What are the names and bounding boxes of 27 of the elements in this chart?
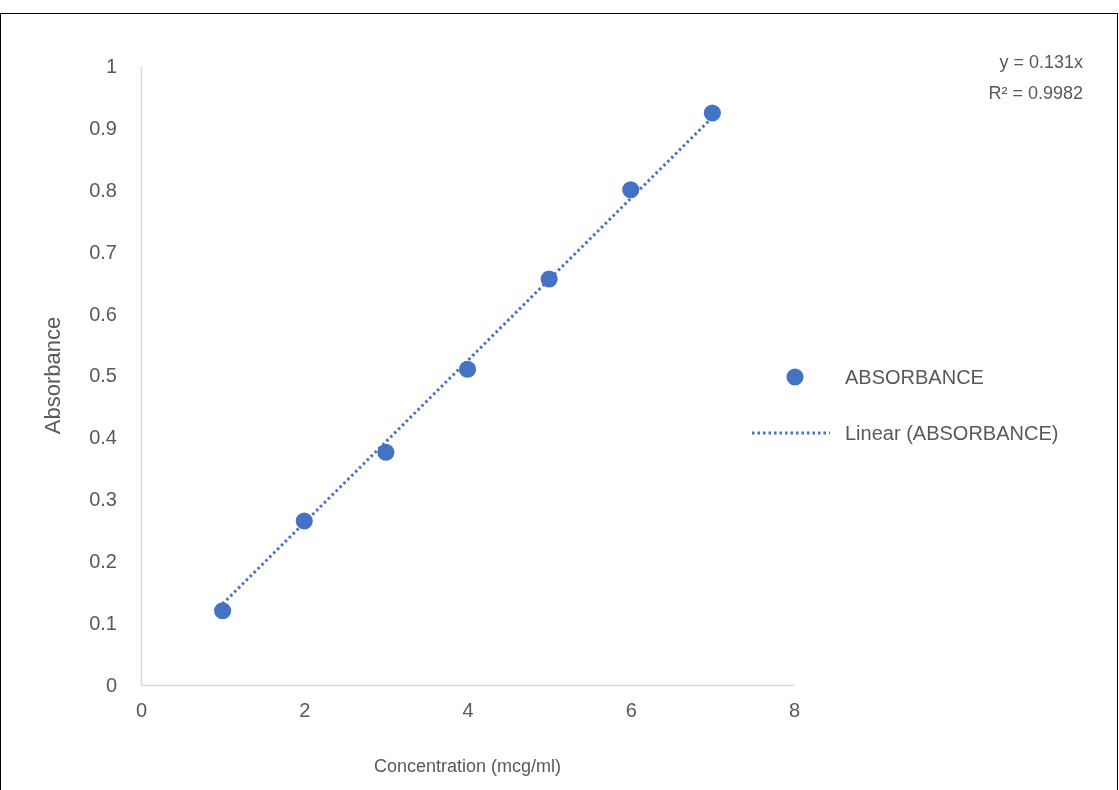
x-tick-label: 2 — [299, 699, 311, 722]
y-tick-label: 0.8 — [89, 178, 117, 201]
point — [458, 360, 477, 378]
point — [377, 443, 395, 461]
x-tick-label: 4 — [462, 699, 474, 722]
y-tick-label: 0.2 — [89, 550, 117, 573]
legend-label: ABSORBANCE — [845, 366, 984, 388]
y-tick-label: 0 — [105, 673, 117, 696]
x-axis-title: Concentration (mcg/ml) — [373, 756, 562, 776]
y-axis-title: Absorbance — [40, 316, 65, 435]
y-tick-label: 0.6 — [89, 302, 117, 325]
point — [214, 602, 232, 620]
y-tick-label: 0.5 — [89, 364, 117, 387]
point — [703, 104, 721, 122]
y-tick-label: 1 — [105, 54, 117, 77]
y-tick-label: 0.7 — [89, 240, 117, 263]
x-tick-label: 8 — [788, 699, 801, 722]
y-tick-label: 0.4 — [89, 426, 117, 449]
text: R² = 0.9982 — [988, 83, 1083, 103]
y-tick-label: 0.9 — [89, 116, 117, 139]
y-tick-label: 0.1 — [89, 612, 117, 634]
legend-label: Linear (ABSORBANCE) — [845, 422, 1059, 444]
x-tick-label: 0 — [135, 699, 148, 722]
point — [622, 181, 640, 199]
text: y = 0.131x — [999, 52, 1083, 72]
y-tick-label: 0.3 — [89, 488, 117, 511]
x-tick-label: 6 — [625, 699, 637, 722]
